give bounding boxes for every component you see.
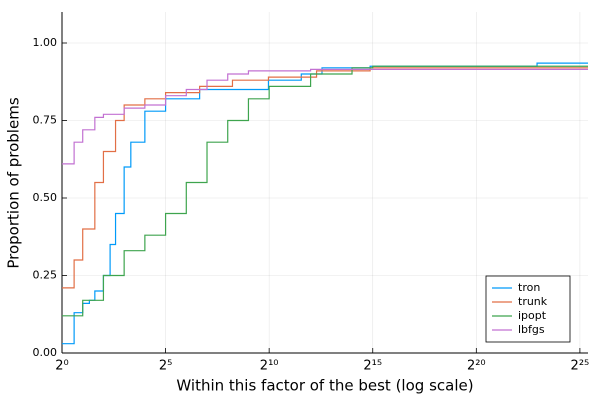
x-tick-label: 2²⁵ bbox=[571, 359, 590, 374]
x-tick-label: 2¹⁰ bbox=[260, 359, 279, 374]
x-tick-label: 2⁰ bbox=[55, 359, 68, 374]
line-series bbox=[62, 65, 588, 317]
legend-label: ipopt bbox=[518, 309, 547, 322]
legend-label: lbfgs bbox=[518, 323, 545, 336]
y-axis-label: Proportion of problems bbox=[5, 97, 23, 268]
legend-label: trunk bbox=[518, 295, 548, 308]
legend-box bbox=[485, 275, 571, 343]
y-tick-label: 0.75 bbox=[33, 114, 58, 127]
line-series bbox=[62, 67, 588, 289]
y-tick-label: 0.50 bbox=[33, 191, 58, 204]
x-tick-label: 2¹⁵ bbox=[363, 359, 382, 374]
y-tick-label: 1.00 bbox=[33, 36, 58, 49]
x-axis-label: Within this factor of the best (log scal… bbox=[176, 377, 473, 395]
x-tick-label: 2⁵ bbox=[159, 359, 172, 374]
x-tick-label: 2²⁰ bbox=[467, 359, 486, 374]
y-tick-label: 0.25 bbox=[33, 269, 58, 282]
line-series bbox=[62, 68, 588, 165]
legend-label: tron bbox=[518, 281, 540, 294]
y-tick-label: 0.00 bbox=[33, 346, 58, 359]
